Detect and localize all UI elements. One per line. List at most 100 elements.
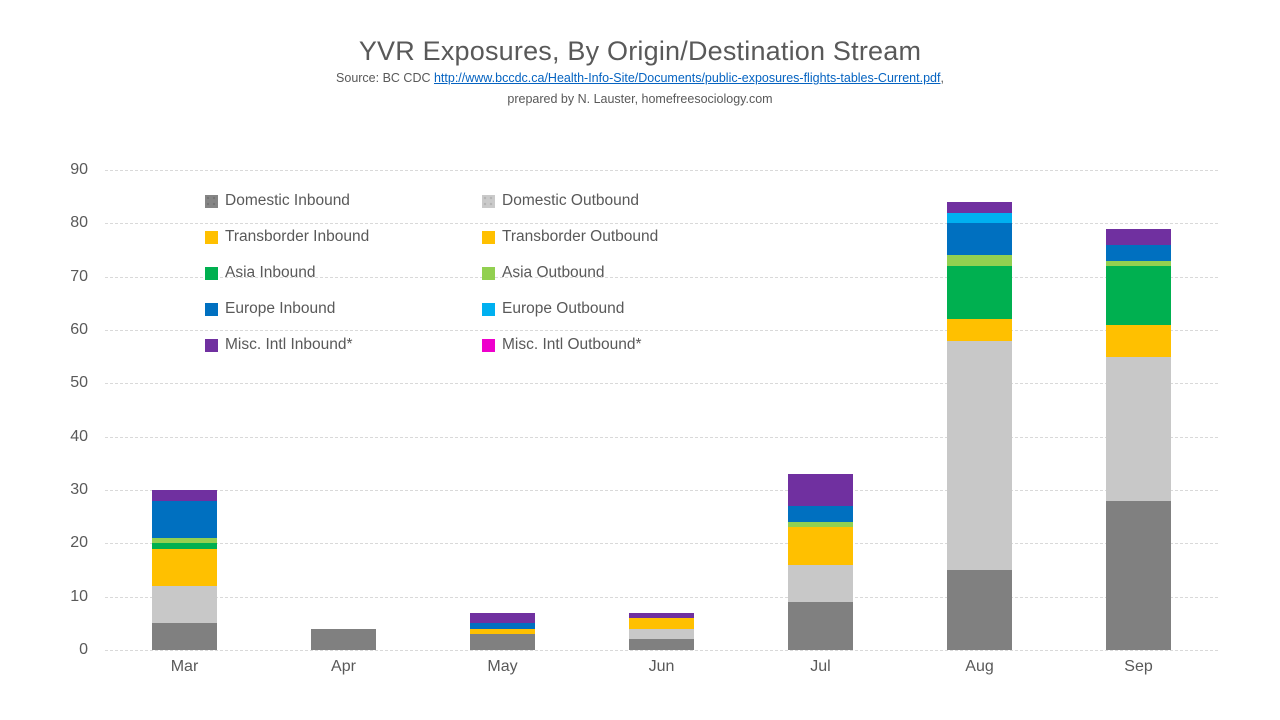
gridline-60 xyxy=(105,330,1218,331)
bar-segment-jul-misc-intl-inbound xyxy=(788,474,853,506)
bar-segment-aug-asia-outbound xyxy=(947,255,1012,266)
legend-label-europe-inbound: Europe Inbound xyxy=(225,300,336,317)
bar-segment-aug-transborder-inbound xyxy=(947,319,1012,341)
gridline-30 xyxy=(105,490,1218,491)
chart-source-line: Source: BC CDC http://www.bccdc.ca/Healt… xyxy=(0,71,1280,85)
legend-swatch-icon-domestic-inbound xyxy=(205,194,218,208)
legend-item-asia-outbound: Asia Outbound xyxy=(482,264,759,281)
plot-area xyxy=(105,170,1218,651)
bar-segment-sep-misc-intl-inbound xyxy=(1106,228,1171,245)
y-axis-tick-label-30: 30 xyxy=(70,481,88,498)
bar-segment-may-transborder-inbound xyxy=(470,628,535,634)
bar-segment-may-europe-inbound xyxy=(470,623,535,629)
gridline-40 xyxy=(105,436,1218,438)
bar-segment-aug-misc-intl-inbound xyxy=(947,202,1012,213)
legend-swatch-icon-asia-inbound xyxy=(205,266,218,280)
y-axis-tick-label-50: 50 xyxy=(70,374,88,392)
x-axis-label-mar: Mar xyxy=(170,658,199,675)
bar-segment-jun-domestic-outbound xyxy=(629,628,694,640)
legend-item-domestic-inbound: Domestic Inbound xyxy=(205,192,482,209)
bar-segment-sep-domestic-outbound xyxy=(1106,356,1171,501)
bar-segment-aug-asia-inbound xyxy=(947,266,1012,320)
legend-swatch-icon-transborder-inbound xyxy=(205,230,218,244)
legend-item-transborder-outbound: Transborder Outbound xyxy=(482,228,759,245)
legend-item-transborder-inbound: Transborder Inbound xyxy=(205,228,482,245)
source-link[interactable]: http://www.bccdc.ca/Health-Info-Site/Doc… xyxy=(433,71,941,85)
bar-segment-sep-europe-inbound xyxy=(1106,244,1171,261)
chart-prepared-line: prepared by N. Lauster, homefreesociolog… xyxy=(507,92,773,106)
x-axis-label-aug: Aug xyxy=(965,658,994,675)
x-axis-label-sep: Sep xyxy=(1124,658,1153,675)
bar-column-jun xyxy=(629,170,694,650)
legend-label-asia-outbound: Asia Outbound xyxy=(502,264,605,281)
bar-segment-may-domestic-inbound xyxy=(470,634,535,650)
legend-item-misc-intl-inbound: Misc. Intl Inbound* xyxy=(205,336,482,353)
gridline-0 xyxy=(105,650,1218,651)
y-axis-tick-label-10: 10 xyxy=(70,587,88,605)
bar-segment-mar-domestic-inbound xyxy=(152,623,217,650)
x-axis-label-may: May xyxy=(487,658,518,675)
bar-column-aug xyxy=(947,170,1012,650)
legend: Domestic Inbound Domestic Outbound Transbo… xyxy=(205,192,759,353)
y-axis-tick-label-40: 40 xyxy=(70,427,88,445)
bar-segment-aug-europe-outbound xyxy=(947,212,1012,224)
x-axis-label-apr: Apr xyxy=(331,658,356,675)
source-prefix: Source: BC CDC xyxy=(336,71,434,85)
legend-label-transborder-inbound: Transborder Inbound xyxy=(225,228,370,245)
bar-segment-jun-transborder-inbound xyxy=(629,618,694,629)
bar-column-may xyxy=(470,170,535,650)
bar-segment-jul-domestic-outbound xyxy=(788,564,853,602)
bar-segment-aug-domestic-inbound xyxy=(947,570,1012,650)
bar-segment-sep-asia-outbound xyxy=(1106,260,1171,266)
gridline-90 xyxy=(105,170,1218,171)
bar-segment-mar-europe-inbound xyxy=(152,500,217,538)
y-axis-tick-label-20: 20 xyxy=(70,534,88,552)
y-axis-tick-label-90: 90 xyxy=(70,161,88,178)
y-axis-tick-label-70: 70 xyxy=(70,267,88,285)
bar-segment-sep-asia-inbound xyxy=(1106,266,1171,325)
y-axis-tick-label-0: 0 xyxy=(79,641,88,658)
bar-segment-jul-domestic-inbound xyxy=(788,602,853,650)
legend-swatch-icon-misc-intl-outbound xyxy=(482,338,495,352)
legend-swatch-icon-misc-intl-inbound xyxy=(205,338,218,352)
legend-item-europe-outbound: Europe Outbound xyxy=(482,300,759,317)
legend-item-asia-inbound: Asia Inbound xyxy=(205,264,482,281)
legend-label-transborder-outbound: Transborder Outbound xyxy=(502,228,659,245)
x-axis-label-jul: Jul xyxy=(810,658,831,675)
y-axis-tick-label-80: 80 xyxy=(70,214,88,232)
source-suffix: , xyxy=(940,71,944,85)
bar-column-mar xyxy=(152,170,217,650)
bar-segment-may-misc-intl-inbound xyxy=(470,612,535,624)
legend-item-misc-intl-outbound: Misc. Intl Outbound* xyxy=(482,336,759,353)
bar-segment-mar-misc-intl-inbound xyxy=(152,490,217,501)
legend-item-europe-inbound: Europe Inbound xyxy=(205,300,482,317)
gridline-20 xyxy=(105,543,1218,545)
bar-segment-mar-domestic-outbound xyxy=(152,586,217,624)
bar-column-jul xyxy=(788,170,853,650)
bar-segment-jul-asia-outbound xyxy=(788,522,853,528)
gridline-10 xyxy=(105,596,1218,598)
legend-swatch-icon-domestic-outbound xyxy=(482,194,495,208)
y-axis-tick-label-60: 60 xyxy=(70,321,88,338)
legend-swatch-icon-europe-outbound xyxy=(482,302,495,316)
legend-item-domestic-outbound: Domestic Outbound xyxy=(482,192,759,209)
bar-segment-sep-transborder-inbound xyxy=(1106,324,1171,357)
bar-segment-sep-domestic-inbound xyxy=(1106,500,1171,650)
bar-segment-apr-domestic-inbound xyxy=(311,628,376,650)
gridline-50 xyxy=(105,383,1218,385)
legend-swatch-icon-asia-outbound xyxy=(482,266,495,280)
bar-segment-jul-transborder-inbound xyxy=(788,527,853,565)
bar-segment-aug-domestic-outbound xyxy=(947,340,1012,570)
legend-label-misc-intl-outbound: Misc. Intl Outbound* xyxy=(502,336,642,353)
legend-label-asia-inbound: Asia Inbound xyxy=(225,264,316,281)
x-axis-label-jun: Jun xyxy=(648,658,675,675)
bar-segment-jun-domestic-inbound xyxy=(629,639,694,650)
legend-swatch-icon-europe-inbound xyxy=(205,302,218,316)
bar-segment-jun-misc-intl-inbound xyxy=(629,612,694,618)
gridline-70 xyxy=(105,276,1218,278)
bar-segment-mar-transborder-inbound xyxy=(152,548,217,586)
legend-label-misc-intl-inbound: Misc. Intl Inbound* xyxy=(225,336,353,353)
legend-label-domestic-outbound: Domestic Outbound xyxy=(502,192,639,209)
chart-title: YVR Exposures, By Origin/Destination Str… xyxy=(358,36,922,66)
